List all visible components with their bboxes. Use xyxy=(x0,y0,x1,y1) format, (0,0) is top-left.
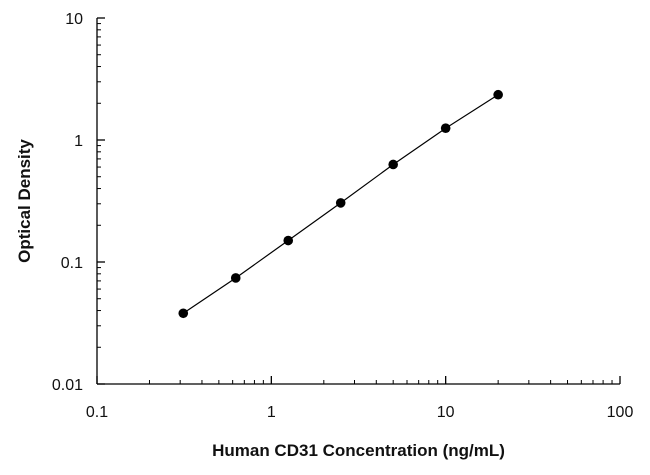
y-tick-label: 10 xyxy=(65,11,83,28)
data-point xyxy=(335,198,346,208)
series-layer xyxy=(178,89,503,319)
data-point xyxy=(230,273,241,283)
major-ticks xyxy=(96,17,621,385)
x-tick-label: 100 xyxy=(607,404,634,421)
y-tick-labels: 0.01 0.1 1 10 xyxy=(52,11,83,394)
y-tick-label: 0.01 xyxy=(52,377,83,394)
data-point xyxy=(388,159,398,170)
x-tick-label: 0.1 xyxy=(86,404,108,421)
y-axis-title: Optical Density xyxy=(15,139,34,263)
x-minor-ticks xyxy=(148,380,613,384)
y-tick-label: 1 xyxy=(74,133,83,150)
x-tick-labels: 0.1 1 10 100 xyxy=(86,404,634,421)
y-minor-ticks xyxy=(97,23,101,348)
x-tick-label: 10 xyxy=(437,404,455,421)
data-point xyxy=(283,235,294,246)
data-point xyxy=(440,123,451,133)
data-point xyxy=(178,308,189,319)
data-point xyxy=(493,89,503,100)
x-axis-title: Human CD31 Concentration (ng/mL) xyxy=(212,441,505,460)
y-tick-label: 0.1 xyxy=(61,255,83,272)
x-tick-label: 1 xyxy=(267,404,276,421)
